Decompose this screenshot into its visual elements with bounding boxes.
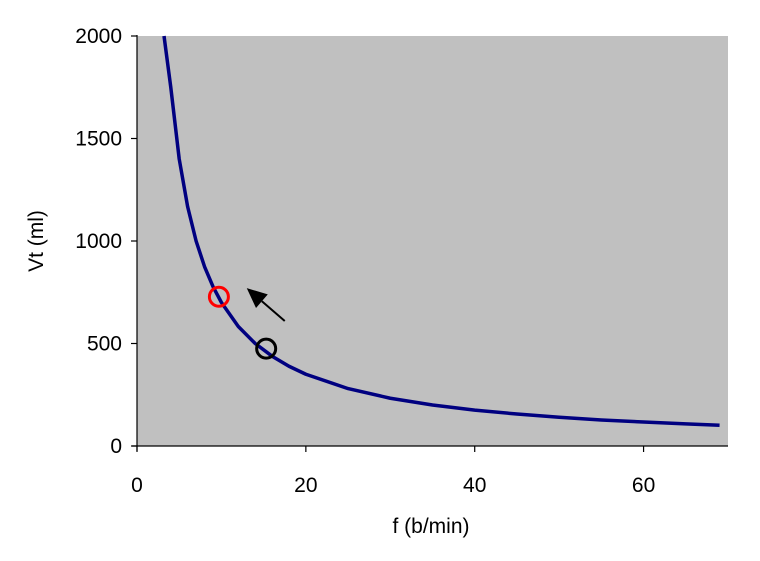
x-tick-label: 60 [632,474,655,497]
marker-red-circle [207,285,230,308]
marker-black-circle [255,337,278,360]
y-tick-label: 1500 [75,128,122,151]
x-axis: 0 20 40 60 [131,446,655,497]
marker-layer [207,285,278,360]
y-axis: 0 500 1000 1500 2000 [75,25,137,458]
y-tick-label: 0 [110,435,122,458]
y-tick-label: 500 [87,333,122,356]
x-tick-label: 20 [294,474,317,497]
y-tick-label: 1000 [75,230,122,253]
arrow-layer [246,288,286,322]
y-axis-label: Vt (ml) [25,210,48,272]
y-tick-label: 2000 [75,25,122,48]
series-layer [162,35,720,428]
x-tick-label: 0 [131,474,143,497]
arrow-shaft [261,300,286,322]
series-line [162,35,720,428]
plot-area [137,36,728,446]
x-tick-label: 40 [463,474,486,497]
x-axis-label: f (b/min) [392,515,469,538]
arrow-head [246,288,268,309]
